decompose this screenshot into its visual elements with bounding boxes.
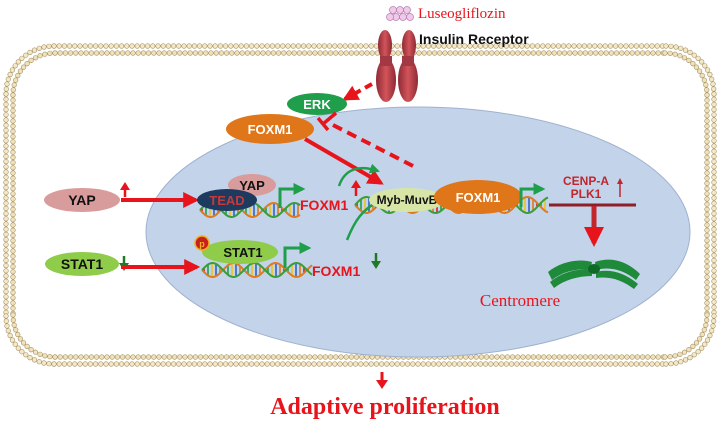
tead-node <box>197 189 257 211</box>
drug-label: Luseogliflozin <box>418 6 506 22</box>
insulin-receptor-icon <box>376 30 418 102</box>
tead-label: TEAD <box>209 193 244 208</box>
yap-nucleus-label: YAP <box>239 178 265 193</box>
foxm1-gene-stat1-label: FOXM1 <box>312 263 360 279</box>
yap-transcription-arrow <box>278 183 306 208</box>
stat1-nucleus-node <box>202 240 278 264</box>
phosphate-label: p <box>199 239 205 249</box>
stat1-nucleus-label: STAT1 <box>223 245 262 260</box>
plk1-label: PLK1 <box>571 187 602 201</box>
foxm1-up-arrow-icon <box>351 180 361 196</box>
receptor-to-erk-arrow <box>342 82 373 101</box>
yap-foxm1-to-complex-arrow <box>337 163 380 187</box>
yap-up-arrow-icon <box>120 182 130 197</box>
chromosome-icon <box>548 259 640 289</box>
foxm1-gene-yap-label: FOXM1 <box>300 197 348 213</box>
foxm1-nucleus-label: FOXM1 <box>456 190 501 205</box>
yap-cytoplasm-label: YAP <box>68 192 96 208</box>
inhibition-bar <box>316 116 330 132</box>
yap-cytoplasm-node <box>44 188 120 212</box>
foxm1-translocation-arrow <box>303 137 384 185</box>
stat1-cytoplasm-node <box>45 252 119 276</box>
foxm1-cytoplasm-node <box>226 114 314 144</box>
foxm1-nucleus-node <box>434 180 522 214</box>
dna-helix-stat1 <box>201 262 313 278</box>
outcome-label: Adaptive proliferation <box>270 394 500 420</box>
centromere-label: Centromere <box>480 291 560 310</box>
foxm1-cytoplasm-label: FOXM1 <box>248 122 293 137</box>
erk-inhibition-line <box>321 111 338 126</box>
phosphate-icon <box>194 235 210 251</box>
stat1-cytoplasm-label: STAT1 <box>61 256 103 272</box>
myb-muvb-label: Myb-MuvB <box>377 193 438 207</box>
myb-muvb-node <box>369 188 445 212</box>
stat1-transcription-arrow <box>283 242 312 268</box>
targets-up-arrow-icon <box>617 178 623 197</box>
receptor-label: Insulin Receptor <box>419 31 529 47</box>
foxm1-transcription-arrow <box>519 183 546 207</box>
outcome-down-arrow-icon <box>376 372 388 389</box>
foxm1-down-arrow-icon <box>371 253 381 269</box>
nucleus <box>145 106 691 358</box>
cenp-a-label: CENP-A <box>563 174 609 188</box>
erk-label: ERK <box>303 97 331 112</box>
erk-node <box>287 93 347 115</box>
drug-molecule-icon <box>386 6 414 21</box>
